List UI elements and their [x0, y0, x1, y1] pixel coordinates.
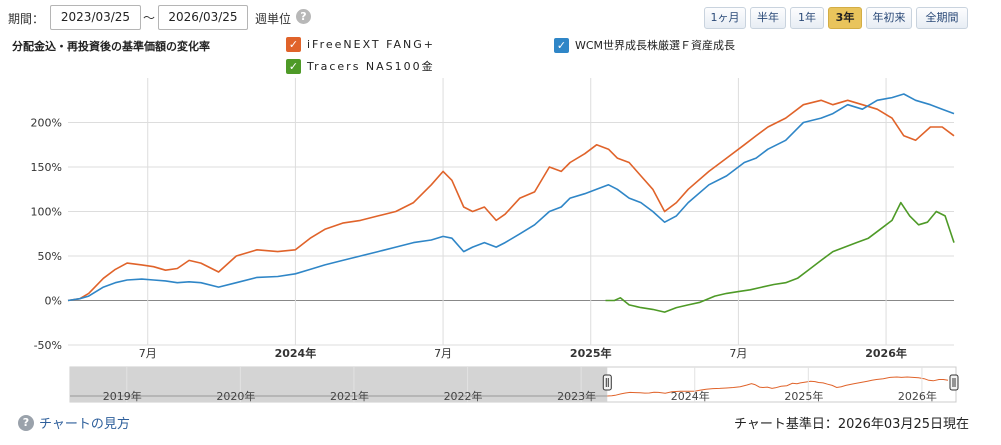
chart-title: 分配金込・再投資後の基準価額の変化率: [12, 40, 210, 53]
question-icon: ?: [18, 414, 34, 431]
legend-label: Tracers NAS100金: [307, 60, 435, 73]
series-layer: [67, 93, 955, 313]
main-chart: -50% 0% 50% 100% 150% 200% 7月 2024年 7月 2025年 7月 202…: [31, 78, 955, 361]
navigator-year-label: 2021年: [330, 389, 369, 403]
grid-layer: [68, 78, 954, 346]
x-tick-label: 2026年: [865, 346, 907, 360]
range-navigator[interactable]: 2019年 2020年 2021年 2022年 2023年 2024年 2025年 2026年: [0, 362, 1001, 412]
check-icon: ✓: [554, 37, 569, 53]
series-line-0: [67, 99, 955, 302]
range-button-1year[interactable]: 1年: [790, 7, 824, 29]
period-label: 期間：: [8, 12, 45, 26]
range-button-half-year[interactable]: 半年: [750, 7, 786, 29]
legend-label: WCM世界成長株厳選Ｆ資産成長: [575, 39, 736, 52]
x-tick-label: 7月: [729, 347, 747, 360]
y-tick-label: 0%: [45, 295, 62, 308]
navigator-handle-right[interactable]: [949, 374, 959, 391]
range-button-ytd[interactable]: 年初来: [866, 7, 912, 29]
axis-layer: -50% 0% 50% 100% 150% 200% 7月 2024年 7月 2025年 7月 202…: [31, 117, 907, 361]
check-icon: ✓: [286, 37, 301, 52]
legend-label: iFreeNEXT FANG+: [307, 38, 435, 51]
y-tick-label: 200%: [31, 117, 62, 130]
date-separator: 〜: [143, 11, 156, 25]
unit-label: 週単位: [255, 12, 292, 26]
navigator-handle-left[interactable]: [602, 374, 612, 391]
series-line-1: [67, 93, 955, 302]
reference-date: チャート基準日：2026年03月25日現在: [733, 417, 969, 432]
navigator-year-label: 2020年: [216, 389, 255, 403]
x-tick-label: 7月: [434, 347, 452, 360]
navigator-year-label: 2026年: [898, 389, 937, 403]
y-tick-label: -50%: [34, 339, 62, 352]
question-icon[interactable]: ?: [296, 9, 311, 24]
range-button-3year[interactable]: 3年: [828, 7, 862, 29]
chart-help-link-label: チャートの見方: [39, 417, 130, 432]
navigator-year-label: 2019年: [103, 389, 142, 403]
y-tick-label: 150%: [31, 161, 62, 174]
y-tick-label: 50%: [38, 250, 62, 263]
legend-item-tracers[interactable]: ✓ Tracers NAS100金: [286, 58, 435, 74]
navigator-year-label: 2022年: [444, 389, 483, 403]
chart-help-link[interactable]: ? チャートの見方: [18, 413, 130, 432]
x-tick-label: 7月: [139, 347, 157, 360]
end-date-input[interactable]: 2026/03/25: [158, 5, 248, 30]
series-line-2: [605, 201, 955, 313]
navigator-year-label: 2023年: [557, 389, 596, 403]
check-icon: ✓: [286, 58, 301, 74]
range-button-1month[interactable]: 1ヶ月: [704, 7, 746, 29]
navigator-line-selected: [607, 376, 949, 397]
legend-item-wcm[interactable]: ✓ WCM世界成長株厳選Ｆ資産成長: [554, 37, 735, 53]
legend-item-fang[interactable]: ✓ iFreeNEXT FANG+: [286, 37, 435, 52]
y-tick-label: 100%: [31, 206, 62, 219]
navigator-year-label: 2024年: [671, 389, 710, 403]
navigator-year-label: 2025年: [784, 389, 823, 403]
x-tick-label: 2024年: [275, 346, 317, 360]
x-tick-label: 2025年: [570, 346, 612, 360]
range-button-all[interactable]: 全期間: [916, 7, 968, 29]
start-date-input[interactable]: 2023/03/25: [50, 5, 141, 30]
